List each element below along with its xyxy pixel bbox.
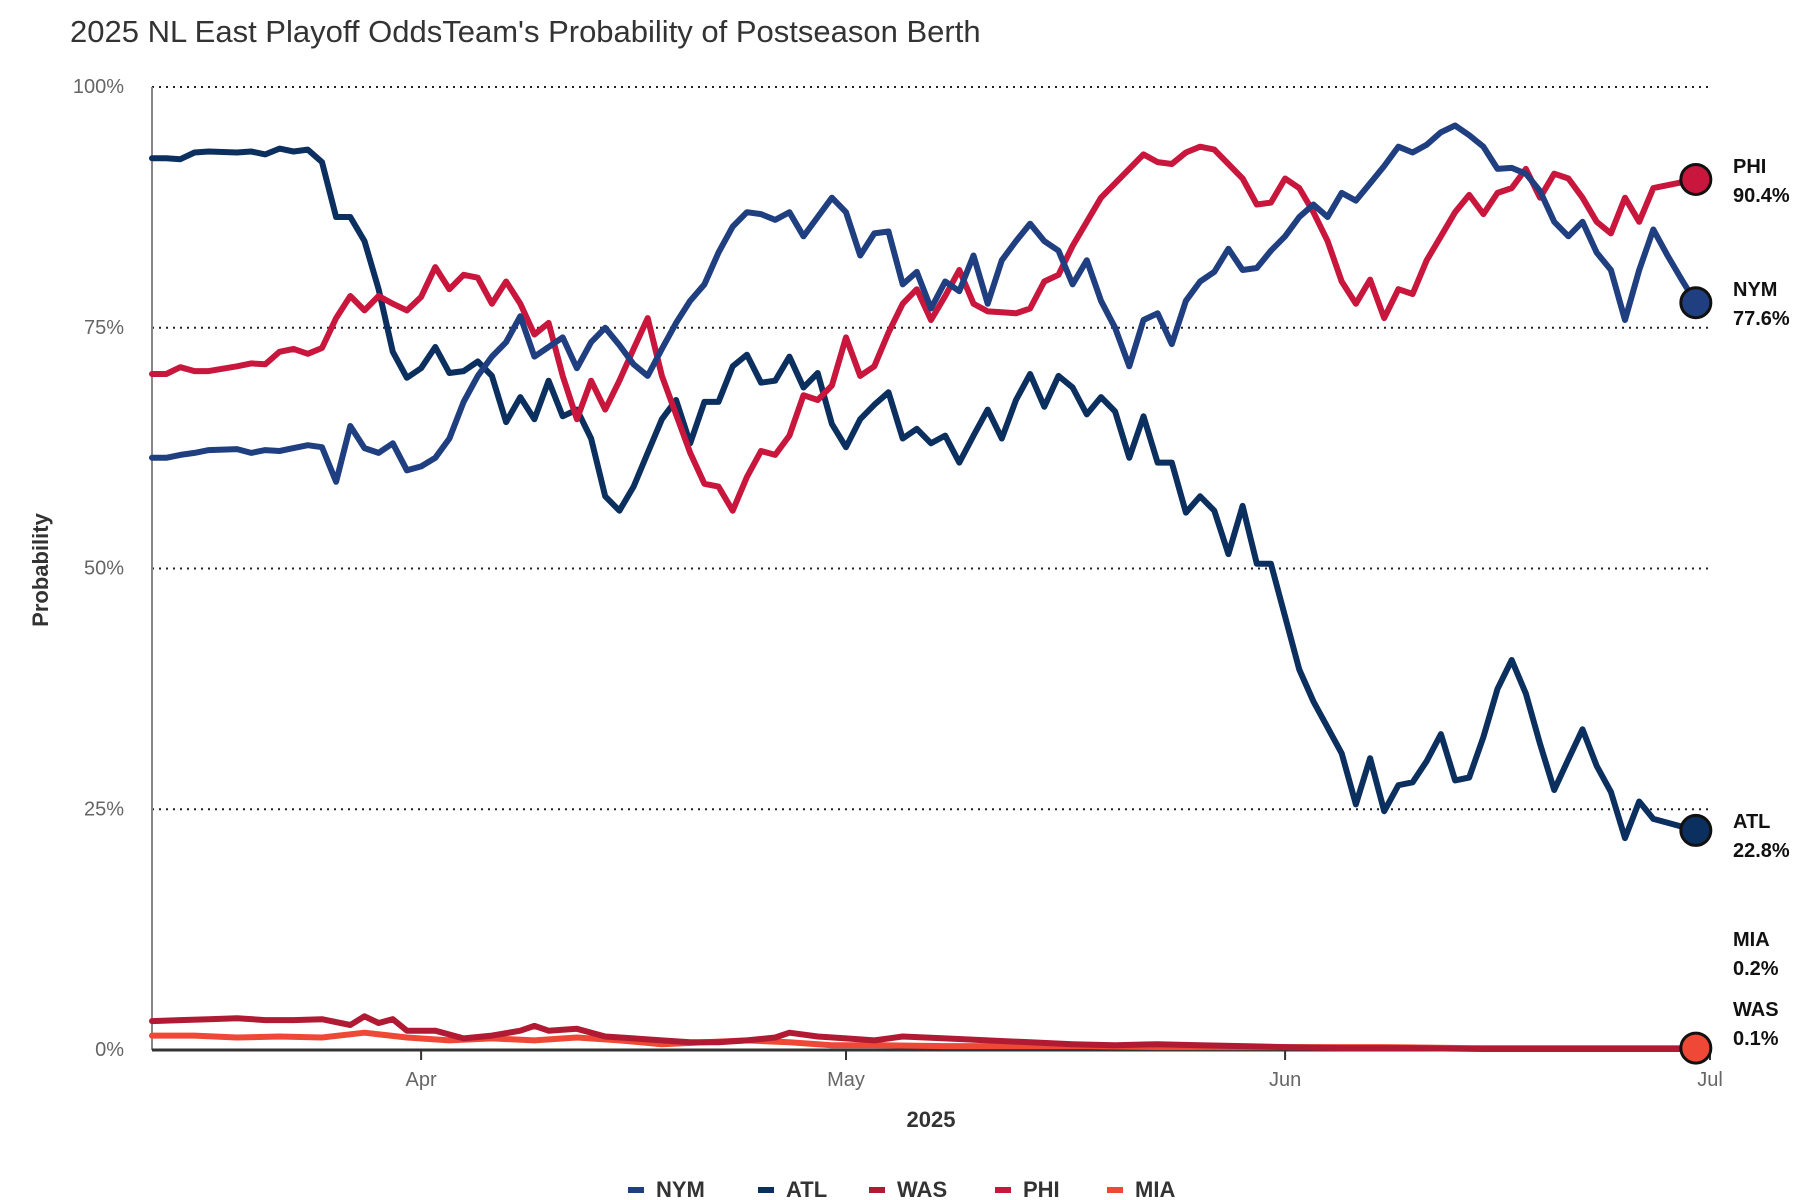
end-label-team-nym: NYM <box>1733 279 1777 301</box>
x-tick-label: May <box>827 1069 865 1091</box>
series-line-was <box>149 1013 1699 1052</box>
legend-label-atl: ATL <box>786 1177 827 1200</box>
y-tick-label: 100% <box>73 76 124 98</box>
legend-swatch-mia <box>1107 1187 1123 1193</box>
x-tick-label: Apr <box>406 1069 437 1091</box>
x-tick-label: Jun <box>1269 1069 1301 1091</box>
y-tick-label: 75% <box>84 317 124 339</box>
x-axis-title: 2025 <box>907 1107 956 1132</box>
end-label-team-was: WAS <box>1733 999 1779 1021</box>
legend-swatch-phi <box>995 1187 1011 1193</box>
series-line-nym <box>149 122 1699 485</box>
legend-swatch-was <box>869 1187 885 1193</box>
legend-label-was: WAS <box>897 1177 947 1200</box>
end-marker-atl <box>1679 813 1713 847</box>
legend-label-phi: PHI <box>1023 1177 1060 1200</box>
end-label-value-mia: 0.2% <box>1733 958 1779 980</box>
series-line-phi <box>149 143 1699 514</box>
end-label-team-mia: MIA <box>1733 929 1770 951</box>
legend-swatch-atl <box>758 1187 774 1193</box>
end-label-value-atl: 22.8% <box>1733 840 1790 862</box>
chart-title: 2025 NL East Playoff OddsTeam's Probabil… <box>70 14 981 49</box>
legend-label-mia: MIA <box>1135 1177 1175 1200</box>
end-marker-phi <box>1679 162 1713 196</box>
end-label-team-atl: ATL <box>1733 811 1770 833</box>
y-tick-label: 50% <box>84 558 124 580</box>
end-label-team-phi: PHI <box>1733 156 1766 178</box>
end-label-value-was: 0.1% <box>1733 1028 1779 1050</box>
y-tick-label: 0% <box>95 1039 124 1061</box>
series-line-atl <box>149 145 1699 842</box>
legend-swatch-nym <box>628 1187 644 1193</box>
end-label-value-phi: 90.4% <box>1733 185 1790 207</box>
y-axis-title: Probability <box>28 512 53 626</box>
end-marker-nym <box>1679 286 1713 320</box>
end-label-value-nym: 77.6% <box>1733 308 1790 330</box>
legend-label-nym: NYM <box>656 1177 705 1200</box>
end-marker-mia <box>1679 1031 1713 1065</box>
x-tick-label: Jul <box>1697 1069 1723 1091</box>
y-tick-label: 25% <box>84 798 124 820</box>
